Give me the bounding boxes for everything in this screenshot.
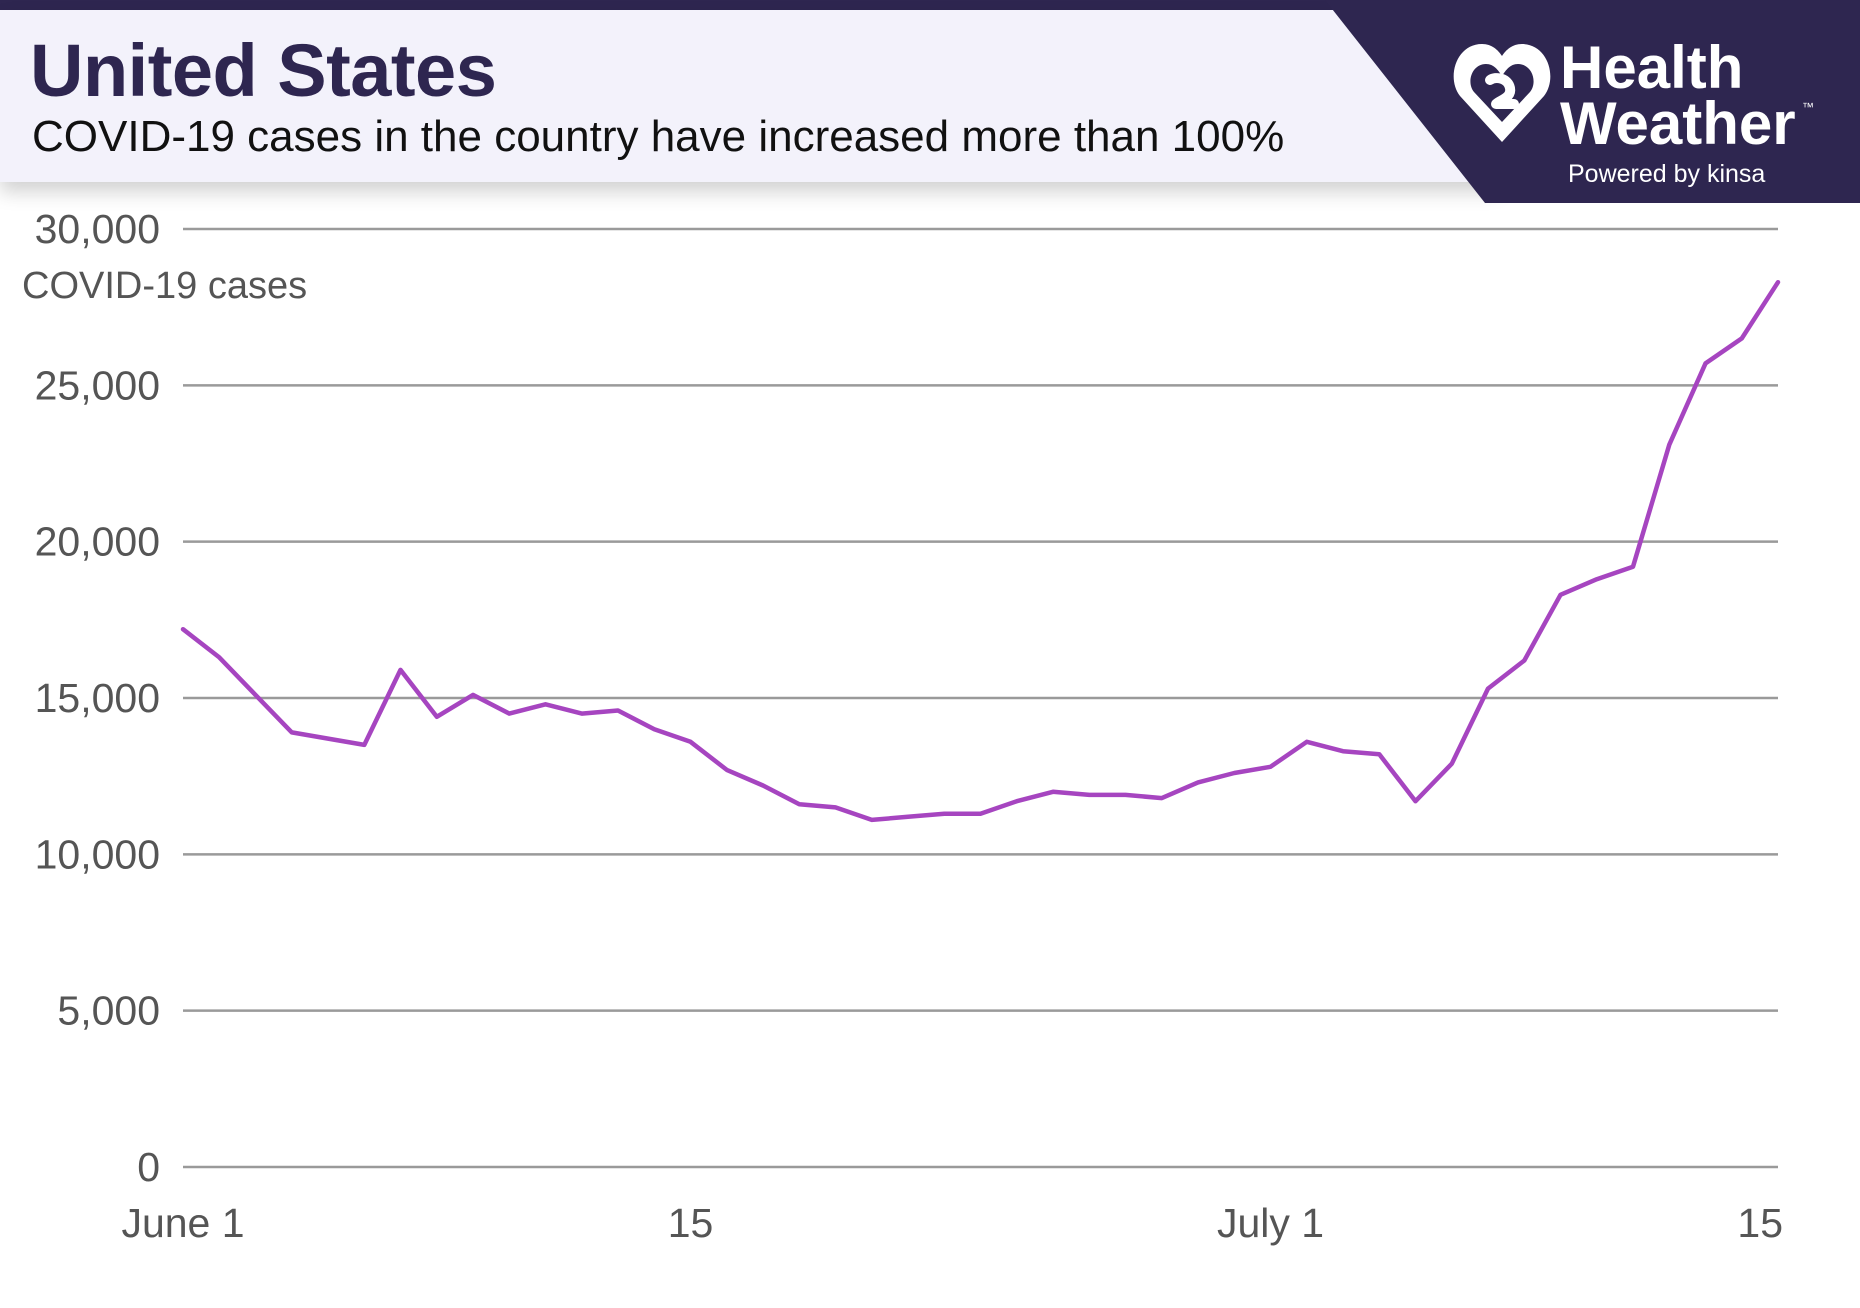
x-tick-label: June 1 xyxy=(121,1200,244,1246)
brand-name-weather: Weather xyxy=(1560,90,1796,157)
y-tick-label: 20,000 xyxy=(35,519,160,565)
series-line-covid-cases xyxy=(180,279,1781,823)
y-tick-label: 30,000 xyxy=(35,206,160,252)
y-tick-label: 15,000 xyxy=(35,675,160,721)
brand-name-health: Health xyxy=(1560,34,1744,101)
x-tick-label: July 1 xyxy=(1217,1200,1324,1246)
y-tick-label: 10,000 xyxy=(35,831,160,877)
heart-logo-icon xyxy=(1453,44,1551,142)
powered-by-label: Powered by kinsa xyxy=(1568,160,1766,188)
page-title: United States xyxy=(30,29,497,112)
top-accent-strip xyxy=(0,0,1860,10)
brand-trademark: ™ xyxy=(1802,100,1814,114)
x-tick-label: 15 xyxy=(1737,1200,1783,1246)
header-band xyxy=(0,10,1500,182)
y-tick-label: 25,000 xyxy=(35,362,160,408)
page-subtitle: COVID-19 cases in the country have incre… xyxy=(32,112,1285,161)
y-tick-label: 5,000 xyxy=(57,988,160,1034)
x-tick-label: 15 xyxy=(668,1200,714,1246)
y-tick-label: 0 xyxy=(137,1144,160,1190)
y-axis-label: COVID-19 cases xyxy=(22,265,307,307)
